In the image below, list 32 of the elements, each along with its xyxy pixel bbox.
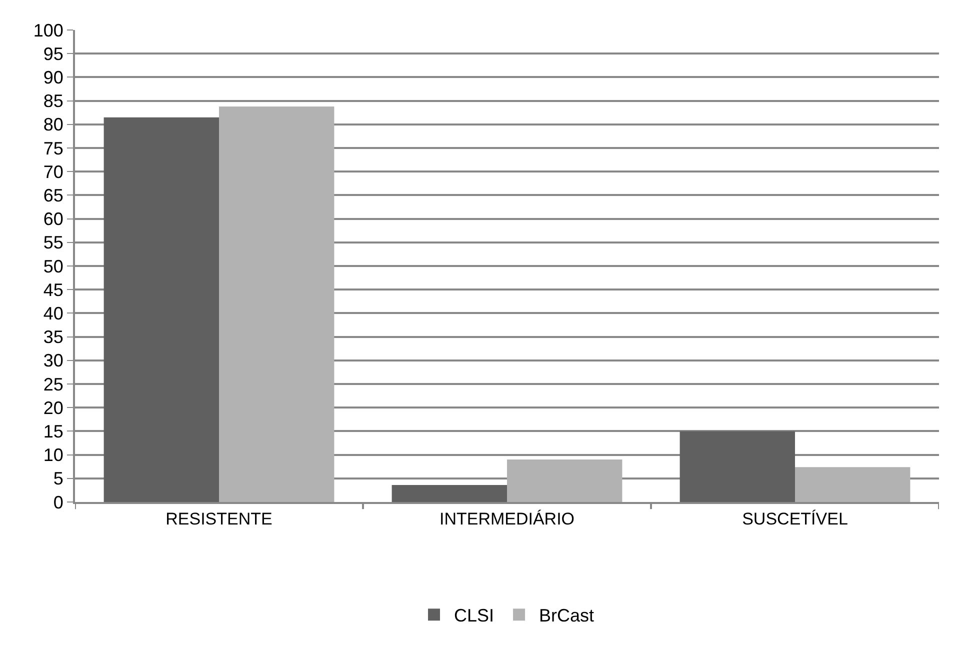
- y-tick-label: 80: [43, 114, 64, 135]
- bar: [104, 117, 219, 502]
- bar: [680, 431, 795, 502]
- bar: [507, 460, 622, 502]
- x-tick-label: RESISTENTE: [166, 509, 272, 528]
- y-tick-label: 10: [43, 445, 64, 466]
- y-tick-label: 55: [43, 232, 64, 253]
- y-tick-label: 100: [33, 20, 64, 40]
- y-tick-label: 30: [43, 350, 64, 371]
- legend-label: CLSI: [454, 606, 494, 626]
- legend-label: BrCast: [539, 606, 594, 626]
- x-tick-label: SUSCETÍVEL: [742, 509, 848, 528]
- y-tick-label: 40: [43, 304, 64, 324]
- y-tick-label: 95: [43, 44, 64, 64]
- y-tick-label: 65: [43, 186, 64, 206]
- y-tick-label: 70: [43, 162, 64, 182]
- y-tick-label: 75: [43, 138, 64, 158]
- bar: [392, 485, 507, 502]
- bar: [219, 106, 334, 502]
- bar: [795, 467, 910, 502]
- y-tick-label: 0: [53, 492, 64, 512]
- y-tick-label: 15: [43, 422, 64, 442]
- y-tick-label: 85: [43, 91, 64, 112]
- y-tick-label: 90: [43, 68, 64, 88]
- y-tick-label: 45: [43, 280, 64, 300]
- y-tick-label: 5: [53, 468, 64, 489]
- y-tick-label: 50: [43, 256, 64, 276]
- y-tick-label: 25: [43, 374, 64, 394]
- y-tick-label: 20: [43, 398, 64, 418]
- x-tick-label: INTERMEDIÁRIO: [439, 509, 575, 528]
- y-tick-label: 35: [43, 327, 64, 348]
- y-tick-label: 60: [43, 209, 64, 230]
